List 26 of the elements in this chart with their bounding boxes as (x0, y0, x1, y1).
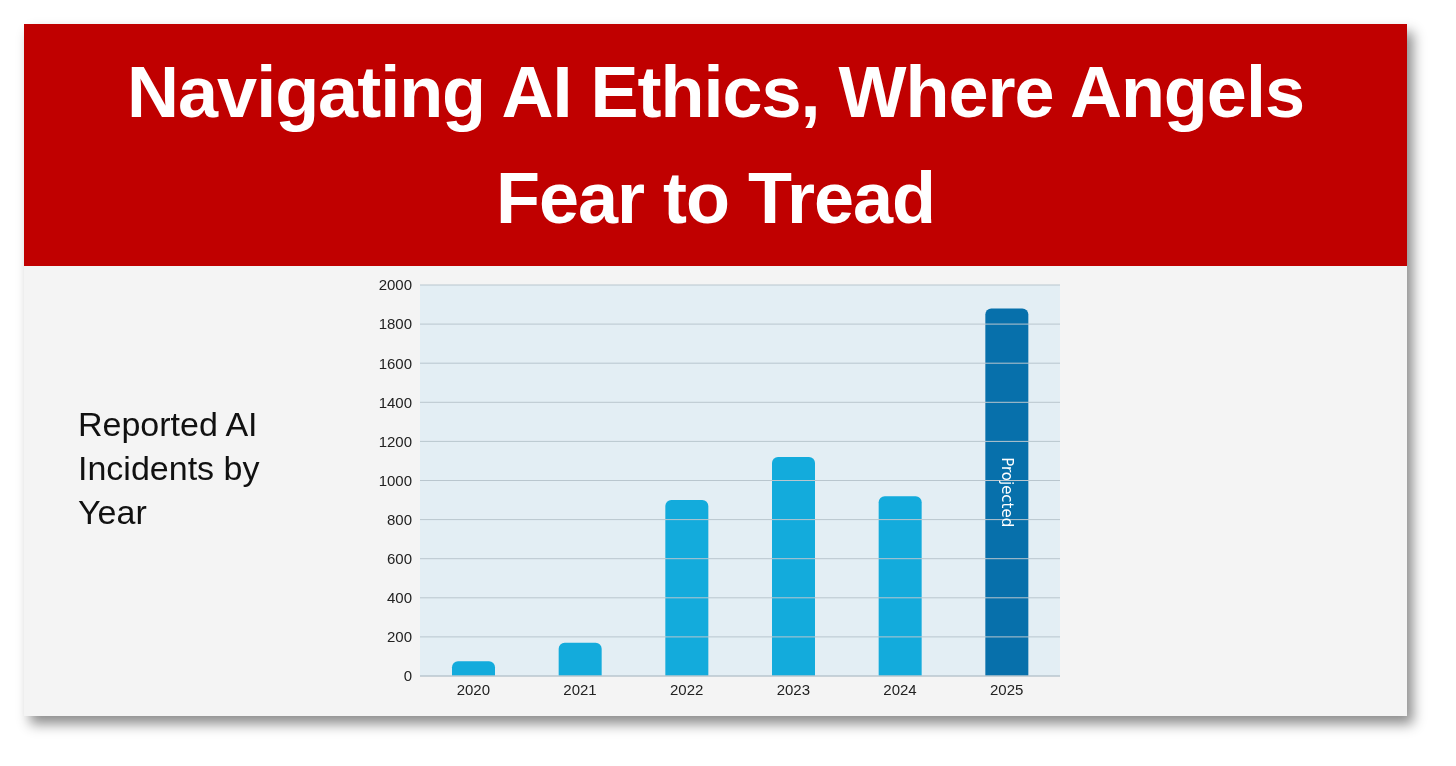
bar (878, 496, 922, 676)
chart-title: Navigating AI Ethics, Where Angels Fear to Tread (126, 51, 1305, 240)
bar (452, 661, 495, 676)
y-tick-label: 1800 (378, 315, 412, 333)
bar (772, 457, 815, 676)
y-tick-label: 1400 (378, 393, 412, 411)
x-tick-label: 2023 (776, 680, 811, 698)
y-tick-label: 1000 (378, 471, 412, 489)
x-tick-label: 2025 (989, 680, 1024, 698)
x-tick-label: 2022 (669, 680, 704, 698)
bar (558, 642, 602, 676)
y-tick-label: 400 (386, 589, 412, 607)
y-tick-label: 600 (386, 550, 412, 568)
bar (665, 500, 709, 676)
x-tick-label: 2020 (456, 680, 491, 698)
y-tick-label: 1200 (378, 432, 412, 450)
y-tick-label: 200 (386, 628, 412, 646)
x-tick-label: 2021 (563, 680, 597, 698)
y-tick-label: 2000 (378, 276, 412, 294)
y-tick-label: 1600 (378, 354, 412, 372)
y-tick-label: 800 (386, 510, 412, 528)
x-tick-label: 2024 (883, 680, 917, 698)
bar (985, 308, 1029, 676)
y-tick-label: 0 (403, 667, 412, 685)
text: Reported AI Incidents by Year (78, 404, 261, 533)
annotation: Projected (997, 457, 1016, 528)
